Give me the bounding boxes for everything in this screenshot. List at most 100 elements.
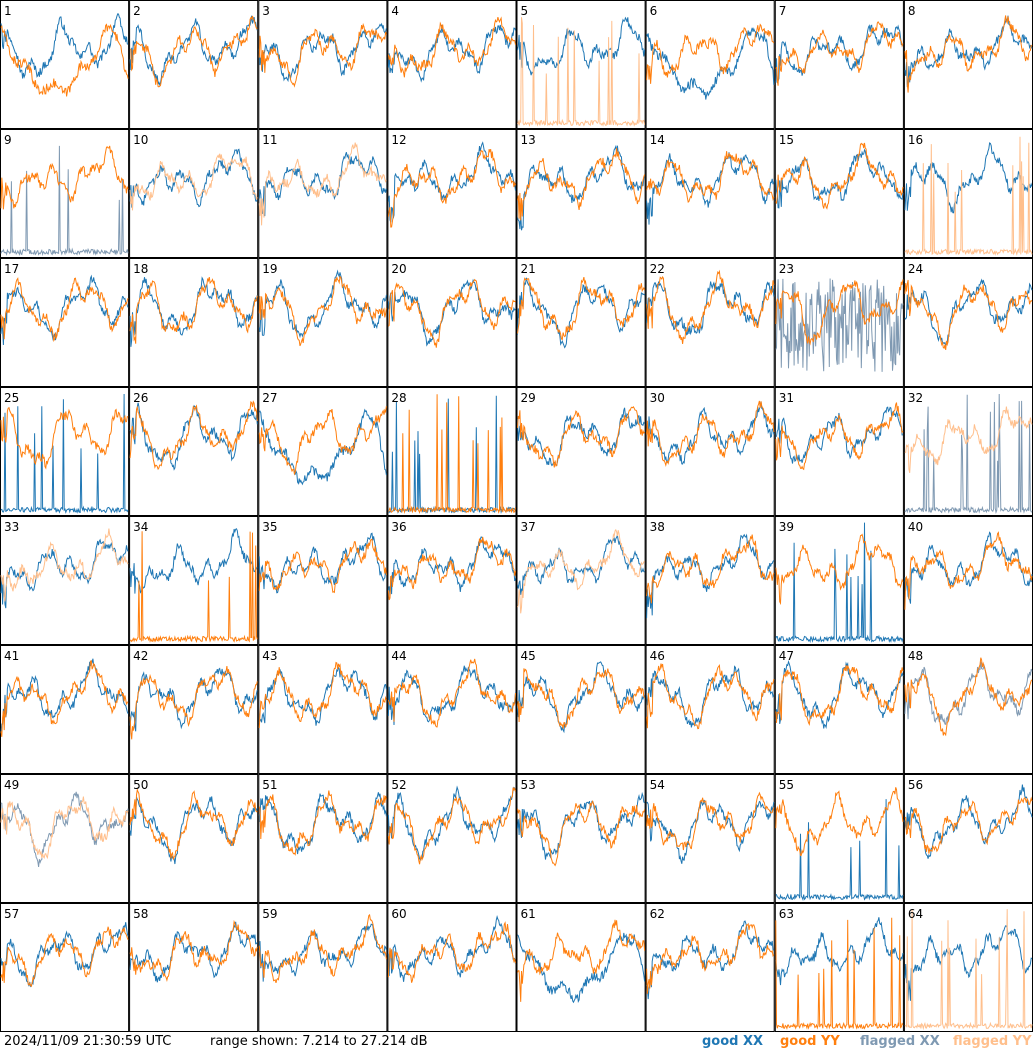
tile-frame bbox=[0, 258, 130, 387]
series-yy-tile-53 bbox=[517, 800, 646, 867]
tile-19: 19 bbox=[258, 258, 388, 387]
tile-label: 1 bbox=[4, 4, 12, 18]
tile-44: 44 bbox=[387, 645, 517, 774]
tile-frame bbox=[387, 387, 517, 516]
tile-frame bbox=[516, 645, 646, 774]
tile-26: 26 bbox=[129, 387, 259, 516]
tile-label: 55 bbox=[779, 778, 794, 792]
legend-flagged-yy-prefix: flagged bbox=[953, 1034, 1013, 1049]
series-yy-tile-9 bbox=[0, 145, 129, 210]
tile-52: 52 bbox=[387, 774, 517, 903]
series-yy-tile-7 bbox=[775, 21, 904, 86]
series-yy-tile-37 bbox=[517, 528, 645, 614]
tile-30: 30 bbox=[645, 387, 775, 516]
tile-43: 43 bbox=[258, 645, 388, 774]
series-xx-tile-10 bbox=[129, 148, 258, 209]
tile-18: 18 bbox=[129, 258, 259, 387]
series-yy-tile-64 bbox=[904, 909, 1033, 1031]
tile-label: 8 bbox=[908, 4, 916, 18]
tile-frame bbox=[516, 774, 646, 903]
series-xx-tile-28 bbox=[387, 395, 516, 515]
series-yy-tile-54 bbox=[646, 791, 775, 851]
series-xx-tile-46 bbox=[646, 665, 775, 728]
tile-29: 29 bbox=[516, 387, 646, 516]
series-yy-tile-24 bbox=[904, 279, 1033, 350]
tile-frame bbox=[774, 129, 904, 258]
tile-27: 27 bbox=[258, 387, 388, 516]
series-yy-tile-50 bbox=[129, 787, 258, 861]
tile-frame bbox=[129, 258, 259, 387]
tile-28: 28 bbox=[387, 387, 517, 516]
tile-label: 38 bbox=[650, 520, 665, 534]
series-yy-tile-33 bbox=[0, 528, 129, 602]
tile-frame bbox=[0, 387, 130, 516]
tile-frame bbox=[0, 129, 130, 258]
legend-flagged-xx: flagged XX bbox=[860, 1034, 940, 1049]
series-xx-tile-1 bbox=[0, 13, 129, 79]
series-yy-tile-56 bbox=[904, 796, 1033, 854]
series-yy-tile-14 bbox=[646, 151, 775, 203]
tile-61: 61 bbox=[516, 903, 646, 1032]
series-xx-tile-34 bbox=[129, 528, 258, 594]
series-xx-tile-51 bbox=[258, 792, 387, 855]
tile-48: 48 bbox=[903, 645, 1033, 774]
tile-frame bbox=[129, 645, 259, 774]
tile-3: 3 bbox=[258, 0, 388, 129]
tile-12: 12 bbox=[387, 129, 517, 258]
tile-label: 18 bbox=[133, 262, 148, 276]
series-xx-tile-27 bbox=[258, 408, 387, 486]
tile-50: 50 bbox=[129, 774, 259, 903]
series-xx-tile-62 bbox=[646, 920, 775, 1000]
tile-51: 51 bbox=[258, 774, 388, 903]
series-yy-tile-63 bbox=[775, 917, 904, 1030]
series-xx-tile-13 bbox=[517, 144, 646, 231]
series-yy-tile-57 bbox=[0, 926, 129, 988]
series-xx-tile-25 bbox=[0, 393, 129, 514]
tile-label: 43 bbox=[262, 649, 277, 663]
tile-frame bbox=[903, 645, 1033, 774]
tile-frame bbox=[129, 387, 259, 516]
tile-frame bbox=[258, 774, 388, 903]
tile-label: 49 bbox=[4, 778, 19, 792]
tile-label: 28 bbox=[391, 391, 406, 405]
tile-frame bbox=[645, 645, 775, 774]
series-yy-tile-35 bbox=[258, 538, 387, 594]
tile-label: 24 bbox=[908, 262, 923, 276]
tile-frame bbox=[129, 903, 259, 1032]
series-yy-tile-6 bbox=[646, 23, 775, 84]
tile-frame bbox=[645, 387, 775, 516]
tile-label: 15 bbox=[779, 133, 794, 147]
series-yy-tile-39 bbox=[775, 533, 904, 606]
series-yy-tile-49 bbox=[0, 796, 129, 860]
tile-label: 9 bbox=[4, 133, 12, 147]
series-yy-tile-32 bbox=[904, 406, 1033, 474]
tile-label: 41 bbox=[4, 649, 19, 663]
tile-frame bbox=[774, 0, 904, 129]
tile-15: 15 bbox=[774, 129, 904, 258]
tile-frame bbox=[645, 903, 775, 1032]
tile-label: 34 bbox=[133, 520, 148, 534]
tile-34: 34 bbox=[129, 516, 259, 645]
legend-flagged-xx-prefix: flagged bbox=[860, 1034, 920, 1049]
tile-59: 59 bbox=[258, 903, 388, 1032]
tile-label: 45 bbox=[521, 649, 536, 663]
series-yy-tile-15 bbox=[775, 142, 904, 210]
series-yy-tile-48 bbox=[904, 657, 1033, 737]
series-xx-tile-2 bbox=[129, 15, 258, 87]
tile-label: 44 bbox=[391, 649, 406, 663]
series-yy-tile-41 bbox=[0, 660, 129, 737]
legend-good-xx-prefix: good bbox=[702, 1034, 743, 1049]
series-xx-tile-35 bbox=[258, 532, 387, 594]
series-yy-tile-36 bbox=[387, 536, 516, 601]
tile-frame bbox=[516, 387, 646, 516]
tile-40: 40 bbox=[903, 516, 1033, 645]
tile-label: 11 bbox=[262, 133, 277, 147]
series-xx-tile-64 bbox=[904, 925, 1033, 1001]
series-xx-tile-33 bbox=[0, 538, 129, 609]
series-yy-tile-12 bbox=[387, 149, 516, 228]
tile-frame bbox=[0, 0, 130, 129]
tile-frame bbox=[387, 0, 517, 129]
tile-5: 5 bbox=[516, 0, 646, 129]
series-yy-tile-52 bbox=[387, 787, 516, 865]
